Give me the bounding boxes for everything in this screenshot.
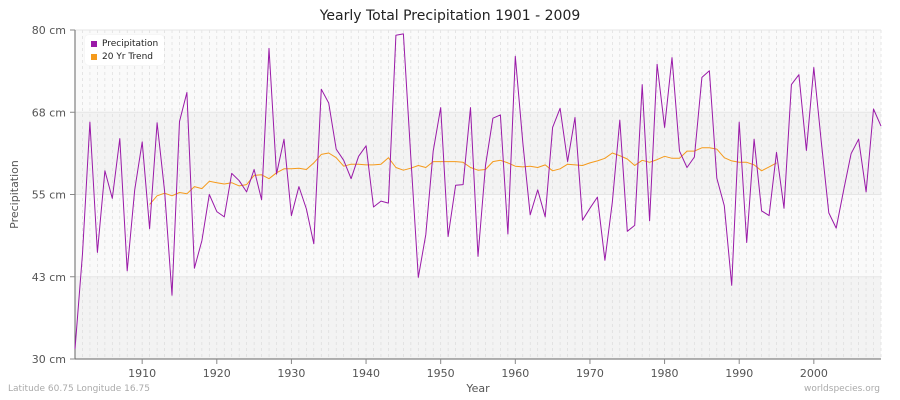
chart-title: Yearly Total Precipitation 1901 - 2009 xyxy=(319,8,581,24)
legend-item-trend: 20 Yr Trend xyxy=(91,50,158,63)
svg-text:1990: 1990 xyxy=(725,367,753,380)
trend-swatch-icon xyxy=(91,53,97,60)
svg-text:1930: 1930 xyxy=(277,367,305,380)
svg-text:Year: Year xyxy=(465,382,490,395)
svg-text:1940: 1940 xyxy=(352,367,380,380)
legend: Precipitation 20 Yr Trend xyxy=(85,35,165,65)
svg-text:1950: 1950 xyxy=(427,367,455,380)
svg-text:1960: 1960 xyxy=(501,367,529,380)
coordinates-footer: Latitude 60.75 Longitude 16.75 xyxy=(8,384,150,394)
svg-text:55 cm: 55 cm xyxy=(32,189,66,202)
svg-text:Precipitation: Precipitation xyxy=(8,160,21,229)
precipitation-swatch-icon xyxy=(91,40,97,47)
svg-text:68 cm: 68 cm xyxy=(32,106,66,119)
svg-text:2000: 2000 xyxy=(800,367,828,380)
legend-item-precipitation: Precipitation xyxy=(91,37,158,50)
svg-text:1910: 1910 xyxy=(128,367,156,380)
svg-text:30 cm: 30 cm xyxy=(32,353,66,366)
svg-text:80 cm: 80 cm xyxy=(32,24,66,37)
source-footer: worldspecies.org xyxy=(803,384,880,394)
svg-text:1980: 1980 xyxy=(651,367,679,380)
svg-text:1920: 1920 xyxy=(203,367,231,380)
svg-text:1970: 1970 xyxy=(576,367,604,380)
svg-text:43 cm: 43 cm xyxy=(32,271,66,284)
